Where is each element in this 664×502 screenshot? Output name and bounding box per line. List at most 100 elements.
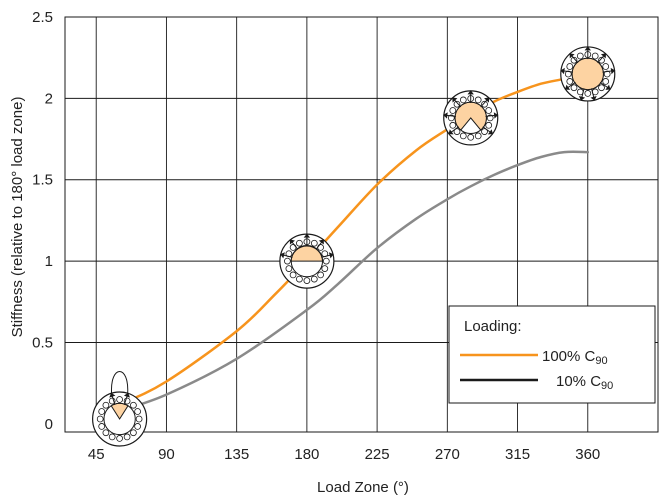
load-arrow-head — [584, 46, 591, 51]
load-arrow-head — [565, 84, 571, 90]
rolling-element — [598, 56, 605, 64]
load-arrow-head — [560, 67, 565, 75]
rolling-element — [116, 396, 123, 403]
rolling-element — [449, 107, 457, 114]
legend-label-100-c90: 100% C90 — [542, 348, 608, 367]
load-arrow-head — [467, 90, 474, 95]
rolling-element — [602, 63, 610, 70]
load-arrow-head — [452, 97, 458, 103]
load-arrow-head — [448, 129, 454, 135]
load-arrow-head — [578, 96, 586, 101]
load-arrow-head — [318, 239, 324, 245]
x-tick-label-135: 135 — [224, 446, 249, 463]
rolling-element — [135, 415, 143, 423]
bearing-icon-2 — [443, 90, 499, 146]
series-line-1 — [94, 150, 590, 419]
rolling-element — [116, 435, 123, 442]
rolling-element — [123, 433, 131, 441]
legend-label-100-c90-sub: 90 — [595, 355, 607, 367]
legend-label-100-c90-main: 100% C — [542, 348, 596, 365]
load-arrow-head — [109, 392, 116, 398]
rolling-element — [570, 84, 578, 92]
x-tick-label-315: 315 — [505, 446, 530, 463]
y-tick-label-2.5: 2.5 — [32, 9, 53, 26]
y-tick-labels: 0 0.5 1 1.5 2 2.5 — [32, 9, 53, 433]
rolling-element — [485, 121, 493, 129]
rolling-element — [459, 96, 467, 104]
y-tick-label-1: 1 — [45, 253, 53, 270]
y-axis-title: Stiffness (relative to 180° load zone) — [9, 97, 26, 338]
rolling-element — [474, 96, 482, 104]
rolling-element — [485, 107, 493, 114]
load-arrow-head — [123, 392, 130, 398]
load-arrow-head — [487, 129, 493, 135]
rolling-element — [108, 433, 116, 441]
rolling-element — [598, 84, 605, 92]
y-tick-label-0.5: 0.5 — [32, 334, 53, 351]
rolling-element — [591, 52, 599, 60]
rolling-element — [566, 78, 574, 85]
rolling-element — [474, 132, 482, 140]
rolling-element — [322, 257, 330, 265]
load-arrow-head — [605, 84, 611, 90]
bearing-icon-1 — [279, 233, 335, 289]
rolling-element — [453, 100, 461, 108]
rolling-element — [96, 415, 104, 423]
bearing-icons — [92, 46, 616, 447]
x-tick-label-360: 360 — [575, 446, 600, 463]
rolling-element — [576, 52, 584, 60]
load-arrow-head — [569, 53, 575, 59]
rolling-element — [467, 133, 475, 141]
rolling-element — [134, 423, 141, 430]
legend-label-10-c90-sub: 90 — [601, 380, 613, 392]
rolling-element — [285, 265, 293, 272]
load-arrow-head — [280, 252, 285, 259]
legend-title: Loading: — [464, 318, 522, 335]
legend-label-10-c90-main: 10% C — [556, 373, 601, 390]
x-tick-label-90: 90 — [158, 446, 175, 463]
rolling-element — [130, 429, 137, 437]
load-arrow-head — [289, 239, 295, 245]
legend-label-10-c90: 10% C90 — [556, 373, 613, 392]
rolling-element — [459, 132, 467, 140]
load-arrow-head — [610, 67, 616, 75]
rolling-element — [130, 401, 137, 409]
y-tick-label-2: 2 — [45, 90, 53, 107]
rolling-element — [134, 408, 141, 415]
rolling-element — [102, 429, 110, 437]
x-tick-label-45: 45 — [88, 446, 105, 463]
load-envelope — [111, 371, 129, 395]
rolling-element — [317, 244, 324, 251]
rolling-element — [284, 257, 291, 265]
load-zone — [110, 402, 129, 420]
y-tick-label-1.5: 1.5 — [32, 172, 53, 189]
y-tick-label-0: 0 — [45, 416, 53, 433]
series-line-0 — [94, 72, 590, 414]
rolling-element — [321, 265, 329, 272]
bearing-icon-0 — [92, 371, 148, 447]
rolling-element — [296, 239, 303, 247]
rolling-element — [102, 401, 110, 409]
rolling-element — [449, 121, 457, 129]
rolling-element — [98, 408, 106, 415]
x-axis-title: Load Zone (°) — [317, 479, 409, 496]
x-tick-label-225: 225 — [365, 446, 390, 463]
rolling-element — [296, 275, 303, 283]
load-arrow-head — [493, 112, 499, 119]
load-arrow-head — [484, 97, 490, 103]
series-layer — [94, 72, 590, 419]
legend: Loading: 100% C90 10% C90 — [448, 305, 656, 404]
rolling-element — [570, 56, 578, 64]
rolling-element — [317, 271, 324, 279]
rolling-element — [602, 78, 610, 85]
load-arrow-head — [328, 252, 334, 259]
rolling-element — [453, 128, 461, 135]
rolling-element — [584, 90, 592, 97]
rolling-element — [481, 100, 488, 108]
load-arrow-head — [590, 96, 597, 101]
rolling-element — [481, 128, 488, 135]
rolling-element — [303, 277, 311, 284]
x-tick-labels: 45 90 135 180 225 270 315 360 — [88, 446, 600, 463]
x-tick-label-270: 270 — [435, 446, 460, 463]
